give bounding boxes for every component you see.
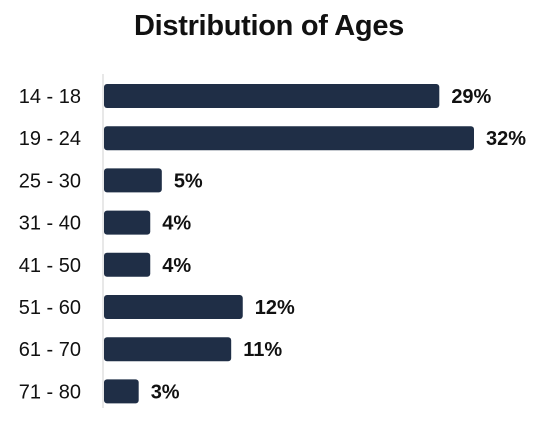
bar — [104, 295, 243, 319]
bar — [104, 337, 232, 362]
bars-group: 14 - 18 29% 19 - 24 32% 25 - 30 5% 31 - 40 4% 41… — [19, 84, 526, 404]
value-label: 32% — [486, 128, 526, 150]
bar — [104, 210, 151, 235]
category-label: 14 - 18 — [19, 86, 81, 108]
value-label: 4% — [162, 255, 191, 277]
category-label: 61 - 70 — [19, 339, 81, 361]
bar — [104, 168, 162, 193]
value-label: 5% — [174, 170, 203, 192]
value-label: 3% — [151, 381, 180, 403]
value-label: 11% — [243, 339, 282, 361]
chart-title: Distribution of Ages — [133, 10, 405, 42]
value-label: 12% — [255, 297, 295, 319]
category-label: 41 - 50 — [19, 255, 81, 277]
value-label: 4% — [162, 213, 191, 235]
category-label: 51 - 60 — [19, 297, 81, 319]
bar — [104, 379, 139, 404]
category-label: 19 - 24 — [19, 128, 81, 150]
category-label: 31 - 40 — [19, 213, 81, 235]
category-label: 25 - 30 — [19, 170, 81, 192]
value-label: 29% — [451, 86, 491, 108]
bar — [104, 84, 440, 108]
bar — [104, 252, 151, 277]
category-label: 71 - 80 — [19, 381, 81, 403]
bar — [104, 126, 474, 151]
